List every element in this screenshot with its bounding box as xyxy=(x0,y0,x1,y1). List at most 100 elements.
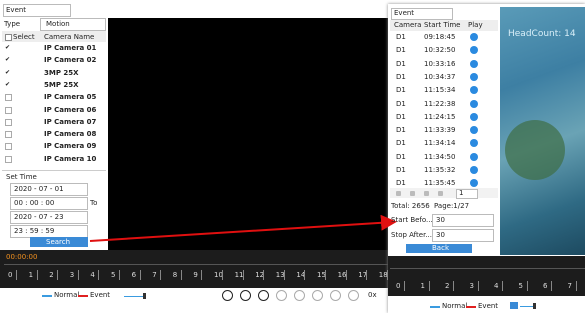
checkbox[interactable]: ✔ xyxy=(5,82,10,87)
play-button[interactable] xyxy=(470,166,478,174)
pager-button[interactable] xyxy=(396,191,401,196)
camera-name[interactable]: 5MP 25X xyxy=(44,82,79,89)
time-text: 2020 - 07 - 01 xyxy=(14,186,64,193)
tick-label: 7 xyxy=(152,272,156,279)
tick-mark xyxy=(325,270,326,280)
control-button[interactable] xyxy=(258,290,269,301)
row-camera: D1 xyxy=(396,101,406,108)
play-button[interactable] xyxy=(470,73,478,81)
tick-mark xyxy=(37,270,38,280)
checkbox[interactable] xyxy=(5,107,12,114)
tick-mark xyxy=(119,270,120,280)
checkbox[interactable] xyxy=(5,119,12,126)
checkbox[interactable] xyxy=(5,143,12,150)
legend-event-line xyxy=(78,295,88,297)
row-time: 11:15:34 xyxy=(424,87,455,94)
row-time: 10:32:50 xyxy=(424,47,455,54)
checkbox[interactable] xyxy=(5,94,12,101)
right-timeline-band xyxy=(388,256,585,296)
tick-mark xyxy=(387,270,388,280)
play-button[interactable] xyxy=(470,113,478,121)
row-camera: D1 xyxy=(396,154,406,161)
camera-name[interactable]: IP Camera 06 xyxy=(44,107,96,114)
tick-mark xyxy=(181,270,182,280)
row-time: 11:22:38 xyxy=(424,101,455,108)
overlay-text: HeadCount: 14 xyxy=(508,30,576,39)
select-box[interactable] xyxy=(5,34,12,41)
page-text: Page:1/27 xyxy=(434,203,469,210)
volume-slider[interactable] xyxy=(124,296,144,297)
volume-knob[interactable] xyxy=(533,303,536,309)
tick-mark xyxy=(404,281,405,291)
pager-row xyxy=(390,188,498,198)
camera-name[interactable]: IP Camera 09 xyxy=(44,143,96,150)
tick-label: 1 xyxy=(29,272,33,279)
tick-label: 3 xyxy=(70,272,74,279)
row-camera: D1 xyxy=(396,34,406,41)
volume-slider[interactable] xyxy=(520,306,534,307)
option-label: Stop After... xyxy=(391,232,432,239)
camera-name[interactable]: IP Camera 02 xyxy=(44,57,96,64)
tick-mark xyxy=(551,281,552,291)
legend-normal: Normal xyxy=(442,303,467,310)
control-button[interactable] xyxy=(276,290,287,301)
tick-label: 8 xyxy=(173,272,177,279)
play-button[interactable] xyxy=(470,100,478,108)
header: Select xyxy=(13,34,35,41)
play-button[interactable] xyxy=(470,153,478,161)
tick-label: 2 xyxy=(49,272,53,279)
checkbox[interactable]: ✔ xyxy=(5,57,10,62)
back-text[interactable]: Back xyxy=(432,245,449,252)
pager-button[interactable] xyxy=(410,191,415,196)
play-button[interactable] xyxy=(470,33,478,41)
page-input[interactable]: 1 xyxy=(459,190,463,197)
row-camera: D1 xyxy=(396,127,406,134)
tick-label: 7 xyxy=(568,283,572,290)
search-text[interactable]: Search xyxy=(46,239,70,246)
tick-mark xyxy=(140,270,141,280)
checkbox[interactable] xyxy=(5,131,12,138)
camera-name[interactable]: 3MP 25X xyxy=(44,70,79,77)
legend-event: Event xyxy=(90,292,110,299)
checkbox[interactable] xyxy=(5,156,12,163)
volume-icon[interactable] xyxy=(510,302,518,309)
tick-mark xyxy=(346,270,347,280)
legend-normal: Normal xyxy=(54,292,79,299)
tick-mark xyxy=(429,281,430,291)
tick-mark xyxy=(78,270,79,280)
control-button[interactable] xyxy=(312,290,323,301)
legend-event: Event xyxy=(478,303,498,310)
checkbox[interactable]: ✔ xyxy=(5,70,10,75)
checkbox[interactable]: ✔ xyxy=(5,45,10,50)
timeline-line xyxy=(4,264,388,265)
control-button[interactable] xyxy=(294,290,305,301)
option-label: Start Befo... xyxy=(391,217,433,224)
tick-mark xyxy=(366,270,367,280)
control-button[interactable] xyxy=(240,290,251,301)
pager-button[interactable] xyxy=(438,191,443,196)
row-time: 09:18:45 xyxy=(424,34,455,41)
camera-name[interactable]: IP Camera 08 xyxy=(44,131,96,138)
camera-name[interactable]: IP Camera 07 xyxy=(44,119,96,126)
tick-label: 3 xyxy=(470,283,474,290)
control-button[interactable] xyxy=(348,290,359,301)
control-button[interactable] xyxy=(330,290,341,301)
row-camera: D1 xyxy=(396,87,406,94)
tick-mark xyxy=(98,270,99,280)
legend-event-line xyxy=(466,306,476,308)
play-button[interactable] xyxy=(470,60,478,68)
camera-name[interactable]: IP Camera 01 xyxy=(44,45,96,52)
type-label: Type xyxy=(4,21,20,28)
tick-label: 6 xyxy=(543,283,547,290)
control-button[interactable] xyxy=(222,290,233,301)
timeline-line xyxy=(390,268,585,269)
row-time: 10:33:16 xyxy=(424,61,455,68)
timeline-time: 00:00:00 xyxy=(6,254,37,261)
legend-normal-line xyxy=(430,306,440,308)
camera-name[interactable]: IP Camera 05 xyxy=(44,94,96,101)
tick-mark xyxy=(453,281,454,291)
camera-name[interactable]: IP Camera 10 xyxy=(44,156,96,163)
volume-knob[interactable] xyxy=(143,293,146,299)
tick-mark xyxy=(57,270,58,280)
pager-button[interactable] xyxy=(424,191,429,196)
